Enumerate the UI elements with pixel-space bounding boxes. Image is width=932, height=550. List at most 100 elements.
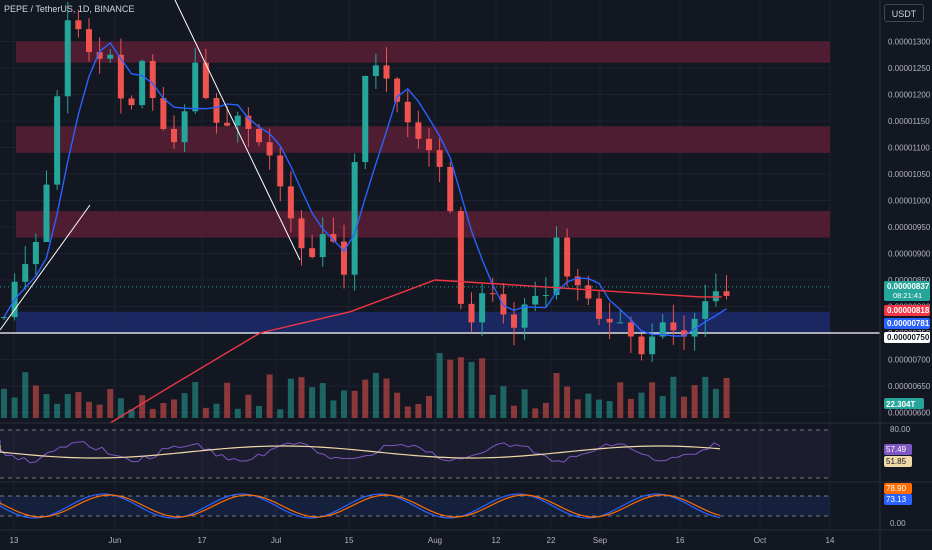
candle-body[interactable] — [426, 138, 432, 151]
price-label: 0.00001100 — [888, 144, 930, 153]
stoch-d-badge — [884, 483, 912, 494]
price-label: 0.00001250 — [888, 64, 931, 73]
candle-body[interactable] — [192, 62, 199, 112]
candle-body[interactable] — [22, 264, 29, 282]
candle-body[interactable] — [681, 330, 687, 337]
candle-body[interactable] — [489, 293, 496, 295]
volume-bar — [691, 385, 698, 418]
candle-body[interactable] — [585, 285, 592, 299]
candle-body[interactable] — [256, 128, 262, 143]
candle-body[interactable] — [277, 155, 284, 187]
volume-bar — [447, 359, 454, 418]
candle-body[interactable] — [479, 293, 486, 323]
candle-body[interactable] — [564, 237, 571, 277]
candle-body[interactable] — [542, 295, 549, 297]
candle-body[interactable] — [638, 336, 645, 355]
candle-body[interactable] — [447, 166, 454, 212]
candle-body[interactable] — [149, 60, 156, 99]
price-axis[interactable]: 0.00001300 0.00001250 0.00001200 0.00001150… — [879, 0, 931, 550]
candle-body[interactable] — [234, 115, 241, 126]
candle-body[interactable] — [330, 234, 337, 242]
candle-body[interactable] — [404, 101, 411, 123]
candle-body[interactable] — [606, 318, 613, 323]
candle-body[interactable] — [341, 241, 347, 275]
candle-body[interactable] — [394, 78, 401, 102]
candle-body[interactable] — [96, 52, 103, 59]
candle-body[interactable] — [319, 234, 326, 258]
candle-body[interactable] — [723, 291, 730, 296]
candle-body[interactable] — [171, 128, 177, 143]
time-label: 12 — [492, 536, 501, 545]
candle-body[interactable] — [128, 98, 135, 106]
candle-body[interactable] — [32, 242, 39, 265]
candle-body[interactable] — [521, 304, 528, 328]
volume-bar — [681, 396, 687, 418]
candlesticks[interactable] — [1, 2, 730, 362]
candle-body[interactable] — [213, 98, 220, 123]
volume-bar — [330, 400, 337, 418]
candle-body[interactable] — [309, 248, 316, 258]
trendline-down[interactable] — [174, 0, 301, 261]
candle-body[interactable] — [224, 122, 231, 126]
candle-body[interactable] — [181, 111, 188, 143]
candle-body[interactable] — [202, 62, 209, 99]
candle-body[interactable] — [43, 184, 50, 243]
stoch-level-label: 0.00 — [890, 519, 906, 528]
trendline-drawings[interactable] — [0, 0, 301, 331]
volume-bar — [723, 377, 730, 418]
candle-body[interactable] — [298, 218, 305, 249]
candle-body[interactable] — [457, 211, 464, 304]
candle-body[interactable] — [383, 65, 390, 79]
candle-body[interactable] — [362, 75, 369, 163]
candle-body[interactable] — [436, 150, 443, 167]
candle-body[interactable] — [266, 142, 273, 156]
candle-body[interactable] — [596, 298, 602, 319]
candle-body[interactable] — [702, 301, 709, 319]
candle-body[interactable] — [659, 322, 666, 337]
candle-body[interactable] — [670, 322, 677, 331]
candle-body[interactable] — [117, 54, 124, 99]
price-label: 0.00001150 — [888, 117, 930, 126]
candle-body[interactable] — [1, 317, 7, 319]
candle-body[interactable] — [372, 65, 379, 76]
currency-button[interactable]: USDT — [884, 4, 924, 22]
candle-body[interactable] — [107, 54, 114, 59]
candle-body[interactable] — [532, 295, 539, 305]
zone-red — [16, 211, 830, 238]
candle-body[interactable] — [75, 20, 82, 30]
rsi-line — [0, 440, 721, 464]
ma-long-line — [109, 279, 722, 424]
candle-body[interactable] — [468, 303, 475, 323]
price-badge-0 — [884, 281, 930, 301]
stoch-badge-text: 73.13 — [886, 495, 907, 504]
candle-body[interactable] — [649, 336, 656, 355]
candle-body[interactable] — [54, 96, 61, 185]
volume-bar — [500, 386, 507, 418]
candle-body[interactable] — [86, 29, 92, 53]
candle-body[interactable] — [160, 98, 167, 129]
candle-body[interactable] — [139, 60, 146, 106]
volume-bar — [75, 392, 82, 418]
time-axis[interactable]: 13 Jun 17 Jul 15 Aug 12 22 Sep 16 Oct 14 — [0, 529, 932, 545]
stoch-badge-text: 78.90 — [886, 484, 907, 493]
candle-body[interactable] — [245, 115, 252, 129]
candle-body[interactable] — [287, 186, 294, 219]
candle-body[interactable] — [511, 314, 517, 328]
candle-body[interactable] — [691, 318, 698, 337]
candle-body[interactable] — [415, 122, 422, 139]
candle-body[interactable] — [574, 276, 581, 286]
volume-bar — [32, 385, 39, 418]
candle-body[interactable] — [627, 322, 634, 337]
candle-body[interactable] — [351, 162, 358, 275]
stoch-d-line — [0, 494, 721, 518]
trendline-up[interactable] — [0, 204, 91, 331]
volume-bar — [309, 387, 316, 418]
price-label: 0.00000850 — [888, 276, 931, 285]
volume-bar — [245, 394, 252, 418]
candle-body[interactable] — [64, 20, 71, 97]
candle-body[interactable] — [617, 322, 624, 324]
volume-bar — [351, 390, 358, 418]
candle-body[interactable] — [553, 237, 560, 296]
candle-body[interactable] — [712, 291, 719, 302]
